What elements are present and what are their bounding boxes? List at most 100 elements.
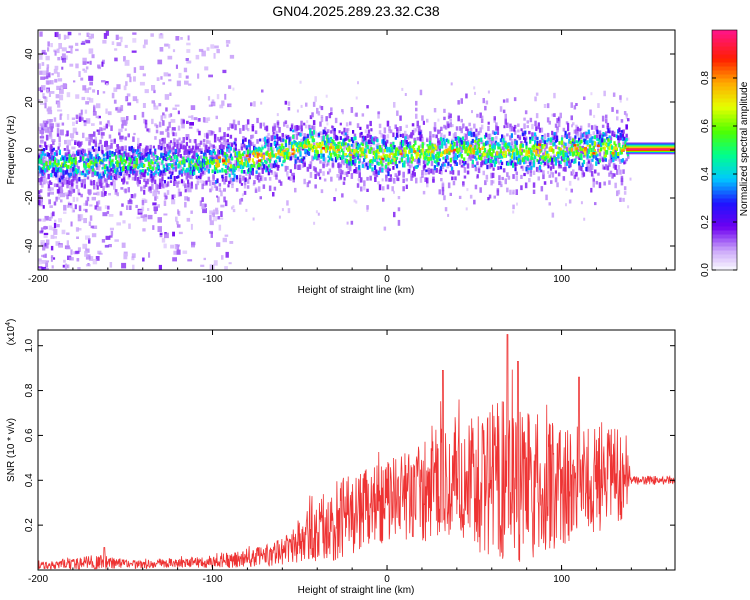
colorbar-strip [712,190,737,195]
spectrogram-ridge-cell [461,136,465,141]
spectrogram-ridge-cell [268,159,272,163]
spectrogram-ridge-cell [491,145,494,149]
snr-x-tick-label: -200 [28,574,48,585]
spectrogram-ridge-cell [110,175,113,180]
spectrogram-halo-cell [78,149,82,156]
spectrogram-noise-cell [76,258,80,262]
spectrogram-ridge-cell [129,158,132,163]
spectrogram-noise-cell [113,183,116,190]
spectrogram-noise-cell [69,257,74,261]
spectrogram-noise-cell [466,188,469,192]
spectrogram-halo-cell [66,145,69,152]
spectrogram-ridge-cell [482,145,485,149]
spectrogram-ridge-cell [604,150,607,154]
colorbar-strip [712,178,737,183]
spectrogram-ridge-cell [246,149,250,155]
spectrogram-noise-cell [109,227,114,231]
spectrogram-halo-cell [449,170,452,175]
spectrogram-ridge-cell [147,167,151,172]
spectrogram-halo-cell [510,146,514,151]
spectrogram-noise-cell [164,43,169,47]
spectrogram-ridge-cell [598,134,601,140]
spectrogram-ridge-cell [480,161,483,165]
spectrogram-halo-cell [323,126,327,133]
spectrogram-ridge-cell [177,152,180,157]
spectrogram-noise-cell [178,137,181,141]
spectrogram-halo-cell [126,181,129,185]
spectrogram-ridge-cell [565,152,568,157]
spectrogram-halo-cell [224,140,228,145]
spectrogram-ridge-cell [311,136,314,139]
spectrogram-halo-cell [572,169,575,175]
colorbar-strip [712,54,737,59]
spectrogram-ridge-cell [579,128,582,132]
spectrogram-ridge-cell [173,142,176,147]
spectrogram-x-ticks: -200 -100 0 100 [28,30,667,285]
spectrogram-ridge-cell [569,140,572,144]
spectrogram-ridge-cell [481,153,484,157]
spectrogram-halo-cell [385,162,388,167]
spectrogram-halo-cell [361,151,365,158]
spectrogram-noise-cell [108,193,111,196]
spectrogram-ridge-cell [105,152,108,156]
spectrogram-ridge-cell [408,149,411,155]
spectrogram-halo-cell [415,100,418,106]
spectrogram-ridge-cell [466,141,469,147]
spectrogram-ridge-cell [410,153,413,158]
spectrogram-halo-cell [53,201,57,206]
spectrogram-noise-cell [39,130,44,134]
spectrogram-halo-cell [213,138,217,143]
spectrogram-noise-cell [183,67,188,73]
spectrogram-noise-cell [217,196,220,203]
spectrogram-ridge-cell [178,161,181,165]
spectrogram-ridge-cell [288,139,291,144]
spectrogram-halo-cell [201,197,204,202]
spectrogram-halo-cell [61,178,65,182]
spectrogram-noise-cell [85,254,91,260]
spectrogram-ridge-cell [497,166,500,170]
spectrogram-ridge-cell [535,126,538,131]
spectrogram-ridge-cell [145,148,148,152]
spectrogram-halo-cell [496,188,500,193]
spectrogram-ridge-cell [388,153,391,158]
spectrogram-halo-cell [523,172,526,177]
spectrogram-ridge-cell [621,144,625,150]
spectrogram-halo-cell [268,177,272,181]
spectrogram-halo-cell [385,174,388,179]
spectrogram-peak-cell [349,153,353,157]
spectrogram-ridge-cell [369,165,372,169]
spectrogram-halo-cell [451,124,454,128]
spectrogram-halo-cell [625,158,628,162]
spectrogram-noise-cell [43,232,48,238]
spectrogram-halo-cell [407,160,410,167]
spectrogram-ridge-cell [327,146,330,150]
spectrogram-ridge-cell [141,163,144,168]
spectrogram-halo-cell [306,166,310,172]
spectrogram-halo-cell [149,177,152,182]
spectrogram-noise-cell [44,268,49,270]
spectrogram-halo-cell [119,210,123,216]
spectrogram-noise-cell [159,131,164,135]
spectrogram-ridge-cell [240,183,243,186]
spectrogram-ridge-cell [306,135,309,138]
spectrogram-noise-cell [38,99,41,103]
spectrogram-halo-cell [306,182,310,188]
spectrogram-ridge-cell [72,178,75,182]
spectrogram-ridge-cell [126,156,129,161]
spectrogram-ridge-cell [322,135,325,141]
spectrogram-ridge-cell [507,142,510,147]
spectrogram-halo-cell [458,159,462,165]
spectrogram-ridge-cell [127,152,130,158]
spectrogram-ridge-cell [93,148,96,152]
spectrogram-ridge-cell [432,146,435,150]
colorbar-strip [712,150,737,155]
spectrogram-halo-cell [110,139,113,143]
spectrogram-halo-cell [127,133,130,138]
spectrogram-ridge-cell [279,146,283,150]
spectrogram-ridge-cell [481,146,484,150]
spectrogram-halo-cell [176,139,179,144]
spectrogram-halo-cell [144,199,148,203]
spectrogram-peak-cell [573,144,577,147]
spectrogram-ridge-cell [492,149,495,154]
spectrogram-ridge-cell [57,167,60,172]
